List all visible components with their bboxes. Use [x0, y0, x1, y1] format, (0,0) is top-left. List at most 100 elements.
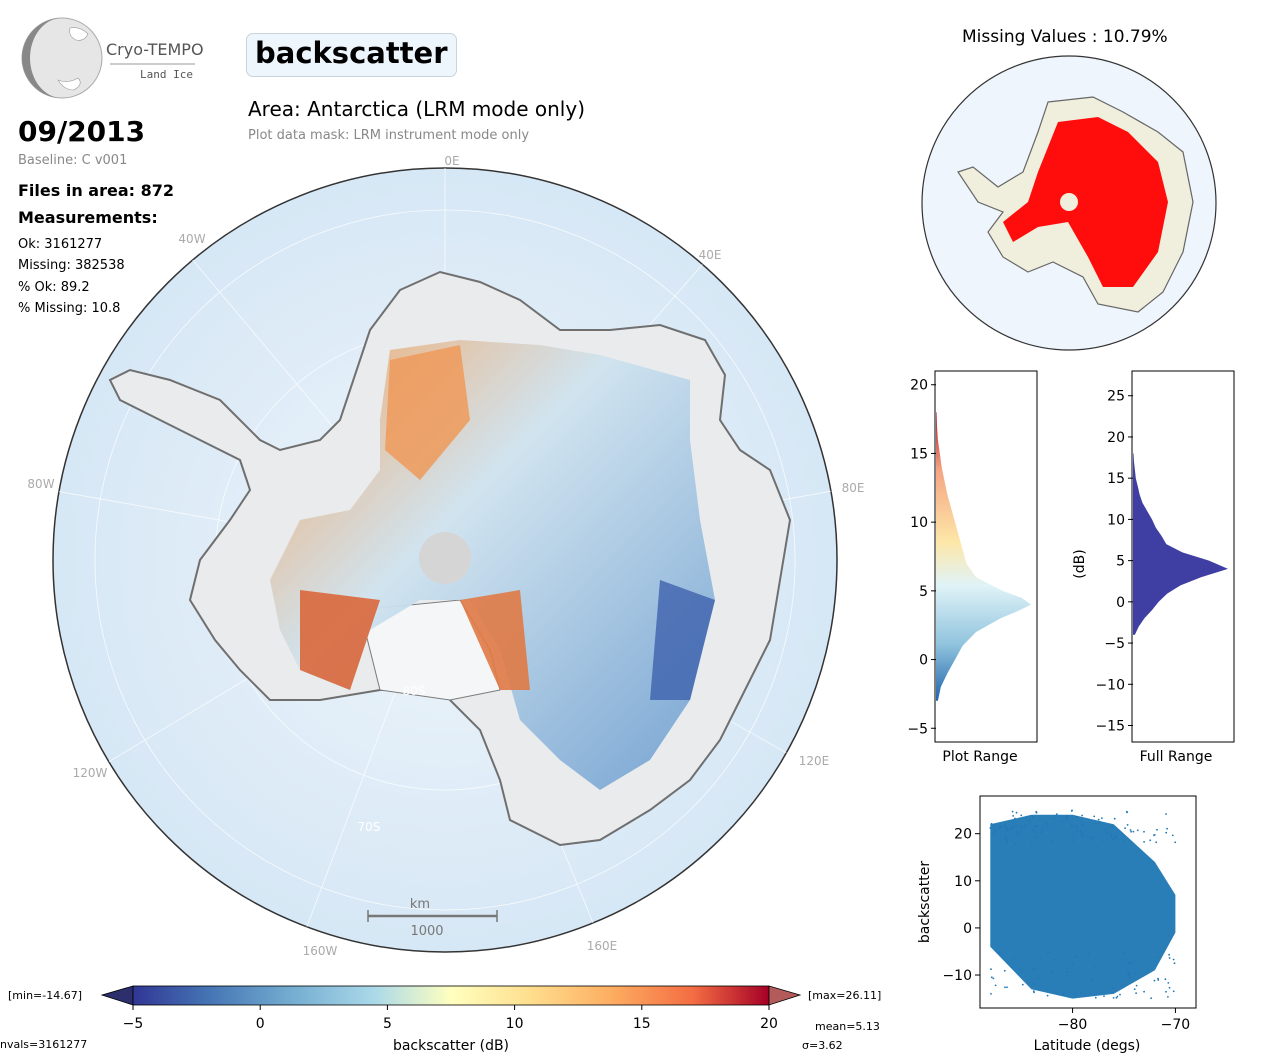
scatter-point — [1150, 997, 1152, 1000]
lon-label-120e: 120E — [799, 754, 830, 768]
colorbar-tick-label: 20 — [760, 1016, 778, 1032]
scatter-point — [1130, 830, 1132, 833]
lon-label-80w: 80W — [27, 477, 54, 491]
scatter-point — [1119, 993, 1121, 996]
parameter-title: backscatter — [246, 33, 457, 77]
scatter-point-cloud — [990, 814, 1176, 999]
scatter-point — [1005, 827, 1008, 830]
scatter-point — [990, 968, 992, 971]
scatter-point — [990, 993, 992, 995]
scatter-point — [1003, 969, 1006, 972]
colorbar-max-extend — [768, 985, 802, 1006]
scatter-point — [1172, 990, 1175, 993]
scatter-point — [1062, 993, 1065, 996]
percent-missing: % Missing: 10.8 — [18, 301, 121, 316]
scatter-point — [1006, 986, 1008, 989]
backscatter-data-coverage — [270, 340, 715, 790]
plot-mask-text: Plot data mask: LRM instrument mode only — [248, 128, 530, 143]
logo-title: Cryo-TEMPO — [106, 40, 204, 59]
scatter-point — [1167, 996, 1169, 998]
lon-label-40e: 40E — [699, 248, 722, 262]
scalebar-unit: km — [410, 897, 430, 912]
date-label: 09/2013 — [18, 115, 146, 148]
sigma-label: σ=3.62 — [802, 1039, 843, 1052]
scatter-point — [1004, 986, 1006, 989]
scatter-point — [1079, 830, 1082, 833]
lon-label-160e: 160E — [587, 939, 618, 953]
colorbar: −5 0 5 10 15 20 [min=-14.67] [max=26.11] back… — [0, 985, 881, 1054]
hist-full-range-tick-label: −10 — [1095, 677, 1125, 693]
scatter-point — [1046, 994, 1049, 997]
scatter-point — [1047, 951, 1050, 954]
high-backscatter-region-north — [385, 345, 470, 480]
colorbar-tick-label: −5 — [123, 1016, 144, 1032]
scatter-point — [1143, 830, 1145, 833]
scatter-point — [999, 825, 1002, 828]
scatter-point — [992, 977, 995, 980]
scatter-point — [1031, 968, 1034, 971]
scatter-point — [1016, 831, 1018, 834]
scatter-point — [1004, 836, 1007, 838]
histogram-full-range: 25 20 15 10 5 0 −5 −10 −15 (dB) Full Range — [1072, 370, 1235, 765]
scatter-point — [1094, 996, 1097, 999]
scatter-xlabel: Latitude (degs) — [1034, 1038, 1141, 1054]
lon-label-0e: 0E — [444, 154, 459, 168]
scatter-point — [1080, 992, 1082, 994]
colorbar-label: backscatter (dB) — [393, 1038, 509, 1054]
scatter-point — [1116, 995, 1119, 998]
pole-hole — [419, 532, 471, 584]
scatter-point — [1165, 990, 1167, 993]
scatter-point — [1035, 825, 1038, 828]
scatter-point — [1020, 826, 1023, 828]
scatter-point — [1155, 841, 1158, 844]
scatter-point — [1012, 815, 1015, 817]
scatter-point — [1032, 816, 1034, 818]
lat-label-80s: 80S — [403, 684, 426, 698]
scatter-point — [1111, 839, 1114, 841]
area-title: Area: Antarctica (LRM mode only) — [248, 97, 586, 121]
scatter-y-tick-label: 0 — [963, 921, 972, 937]
missing-values-map — [921, 55, 1217, 351]
hist-full-range-tick-label: 25 — [1107, 389, 1125, 405]
scatter-point — [1094, 822, 1097, 825]
scatter-point — [1115, 997, 1118, 999]
scatter-point — [1075, 826, 1077, 829]
scatter-point — [1166, 827, 1168, 830]
scalebar-value: 1000 — [410, 924, 443, 939]
scatter-point — [1143, 990, 1145, 993]
scatter-point — [1014, 817, 1016, 820]
nvals-label: nvals=3161277 — [0, 1038, 87, 1051]
ok-count: Ok: 3161277 — [18, 237, 103, 252]
scatter-point — [1081, 824, 1084, 826]
scatter-point — [1070, 810, 1073, 812]
scatter-point — [993, 830, 996, 833]
scatter-point — [1075, 816, 1078, 819]
colorbar-tick-label: 10 — [506, 1016, 524, 1032]
hist-full-range-tick-label: 0 — [1116, 595, 1125, 611]
measurements-title: Measurements: — [18, 208, 158, 227]
missing-count: Missing: 382538 — [18, 258, 125, 273]
scatter-point — [1103, 995, 1105, 997]
scatter-point — [1165, 813, 1167, 815]
scatter-point — [1081, 834, 1084, 837]
scatter-point — [1072, 833, 1075, 836]
scatter-point — [1031, 829, 1034, 832]
scatter-point — [1104, 828, 1107, 831]
scatter-point — [1143, 841, 1145, 843]
colorbar-tick-label: 5 — [383, 1016, 392, 1032]
scatter-point — [1093, 836, 1095, 839]
scatter-point — [1004, 824, 1007, 827]
scatter-point — [1005, 839, 1008, 842]
scatter-point — [1024, 824, 1027, 826]
scatter-point — [1018, 968, 1021, 971]
scatter-point — [1081, 814, 1083, 817]
scatter-point — [1045, 822, 1048, 825]
scatter-y-tick-label: 20 — [954, 827, 972, 843]
scatter-point — [1034, 837, 1037, 840]
scatter-point — [1013, 825, 1016, 828]
scatter-point — [1149, 839, 1152, 842]
scatter-point — [1126, 824, 1129, 826]
map-scalebar: km 1000 — [367, 897, 498, 939]
scatter-point — [1088, 953, 1090, 955]
scatter-point — [1005, 837, 1008, 840]
